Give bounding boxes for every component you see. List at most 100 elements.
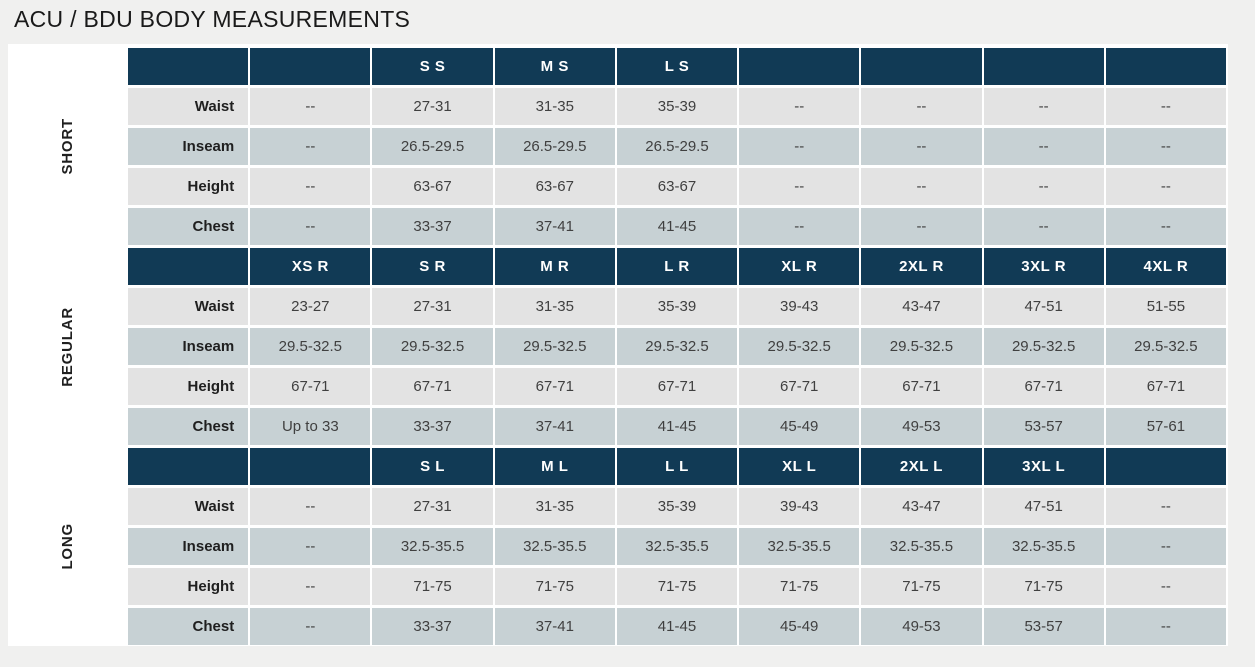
- measurement-cell: 26.5-29.5: [372, 128, 493, 165]
- section-label-short: SHORT: [58, 118, 76, 175]
- measurement-cell: 31-35: [494, 88, 615, 125]
- measurement-cell: --: [983, 168, 1104, 205]
- size-header-cell: [1105, 448, 1226, 485]
- measurement-cell: 29.5-32.5: [861, 328, 982, 365]
- size-header-cell: S L: [372, 448, 493, 485]
- row-label-cell: Inseam: [128, 528, 249, 565]
- measurement-cell: --: [250, 168, 371, 205]
- measurement-cell: 67-71: [616, 368, 738, 405]
- measurement-cell: 71-75: [494, 568, 615, 605]
- measurement-cell: --: [739, 88, 860, 125]
- size-header-cell: 3XL L: [983, 448, 1104, 485]
- size-header-cell: L S: [616, 48, 738, 85]
- measurement-cell: 39-43: [739, 288, 860, 325]
- measurement-cell: 67-71: [983, 368, 1104, 405]
- measurement-cell: --: [861, 168, 982, 205]
- size-header-cell: [983, 48, 1104, 85]
- measurement-cell: 41-45: [616, 208, 738, 245]
- measurement-cell: 51-55: [1105, 288, 1226, 325]
- size-header-cell: XL R: [739, 248, 860, 285]
- measurement-cell: 67-71: [372, 368, 493, 405]
- size-header-cell: L L: [616, 448, 738, 485]
- section-gutter-regular: REGULAR: [8, 248, 126, 445]
- measurement-cell: 45-49: [739, 608, 860, 645]
- measurement-cell: --: [861, 128, 982, 165]
- measurement-cell: --: [983, 88, 1104, 125]
- size-header-cell: M S: [494, 48, 615, 85]
- measurement-cell: 37-41: [494, 408, 615, 445]
- size-header-cell: [739, 48, 860, 85]
- size-header-cell: 3XL R: [983, 248, 1104, 285]
- measurement-cell: --: [1105, 88, 1226, 125]
- measurement-cell: 71-75: [983, 568, 1104, 605]
- measurement-cell: 57-61: [1105, 408, 1226, 445]
- measurement-cell: 71-75: [372, 568, 493, 605]
- measurement-cell: 26.5-29.5: [616, 128, 738, 165]
- size-header-cell: [250, 48, 371, 85]
- measurement-cell: 23-27: [250, 288, 371, 325]
- measurement-cell: 71-75: [739, 568, 860, 605]
- measurement-cell: 29.5-32.5: [372, 328, 493, 365]
- measurement-cell: --: [861, 88, 982, 125]
- measurement-cell: --: [250, 608, 371, 645]
- row-label-cell: Height: [128, 568, 249, 605]
- measurement-cell: 33-37: [372, 608, 493, 645]
- size-header-cell: 2XL R: [861, 248, 982, 285]
- measurement-cell: --: [250, 488, 371, 525]
- measurement-cell: 43-47: [861, 488, 982, 525]
- section-gutter-short: SHORT: [8, 48, 126, 245]
- measurement-cell: 35-39: [616, 488, 738, 525]
- page-title: ACU / BDU BODY MEASUREMENTS: [14, 6, 411, 32]
- row-label-cell: Height: [128, 168, 249, 205]
- measurement-cell: 37-41: [494, 208, 615, 245]
- measurement-cell: 27-31: [372, 288, 493, 325]
- measurement-cell: 49-53: [861, 408, 982, 445]
- measurement-cell: --: [1105, 528, 1226, 565]
- row-label-cell: Inseam: [128, 328, 249, 365]
- size-header-cell: XL L: [739, 448, 860, 485]
- size-header-cell: M L: [494, 448, 615, 485]
- measurement-cell: 41-45: [616, 408, 738, 445]
- row-label-cell: Waist: [128, 288, 249, 325]
- size-header-cell: S S: [372, 48, 493, 85]
- measurement-cell: 49-53: [861, 608, 982, 645]
- measurement-cell: --: [1105, 608, 1226, 645]
- measurement-cell: 67-71: [494, 368, 615, 405]
- measurement-cell: --: [1105, 488, 1226, 525]
- row-label-cell: Waist: [128, 488, 249, 525]
- row-label-cell: Chest: [128, 608, 249, 645]
- measurement-cell: --: [1105, 168, 1226, 205]
- measurement-cell: --: [983, 208, 1104, 245]
- measurement-cell: 39-43: [739, 488, 860, 525]
- row-label-cell: Waist: [128, 88, 249, 125]
- measurement-cell: 63-67: [372, 168, 493, 205]
- measurement-cell: 32.5-35.5: [861, 528, 982, 565]
- measurement-cell: 45-49: [739, 408, 860, 445]
- measurement-cell: --: [250, 208, 371, 245]
- measurement-cell: --: [250, 568, 371, 605]
- size-header-cell: [128, 448, 249, 485]
- measurement-cell: 29.5-32.5: [250, 328, 371, 365]
- measurement-cell: 53-57: [983, 408, 1104, 445]
- measurement-cell: 63-67: [616, 168, 738, 205]
- measurement-cell: 29.5-32.5: [983, 328, 1104, 365]
- measurement-cell: --: [1105, 568, 1226, 605]
- measurement-cell: 33-37: [372, 208, 493, 245]
- row-label-cell: Height: [128, 368, 249, 405]
- measurement-cell: 29.5-32.5: [739, 328, 860, 365]
- size-header-cell: XS R: [250, 248, 371, 285]
- measurement-cell: 43-47: [861, 288, 982, 325]
- section-label-regular: REGULAR: [58, 306, 76, 387]
- measurement-cell: 32.5-35.5: [616, 528, 738, 565]
- measurement-cell: 32.5-35.5: [983, 528, 1104, 565]
- measurement-cell: --: [250, 88, 371, 125]
- measurement-cell: --: [250, 128, 371, 165]
- size-header-cell: [861, 48, 982, 85]
- measurement-cell: 32.5-35.5: [739, 528, 860, 565]
- row-label-cell: Chest: [128, 408, 249, 445]
- measurement-cell: --: [1105, 208, 1226, 245]
- measurement-cell: --: [739, 208, 860, 245]
- measurement-cell: 47-51: [983, 488, 1104, 525]
- measurement-cell: 67-71: [861, 368, 982, 405]
